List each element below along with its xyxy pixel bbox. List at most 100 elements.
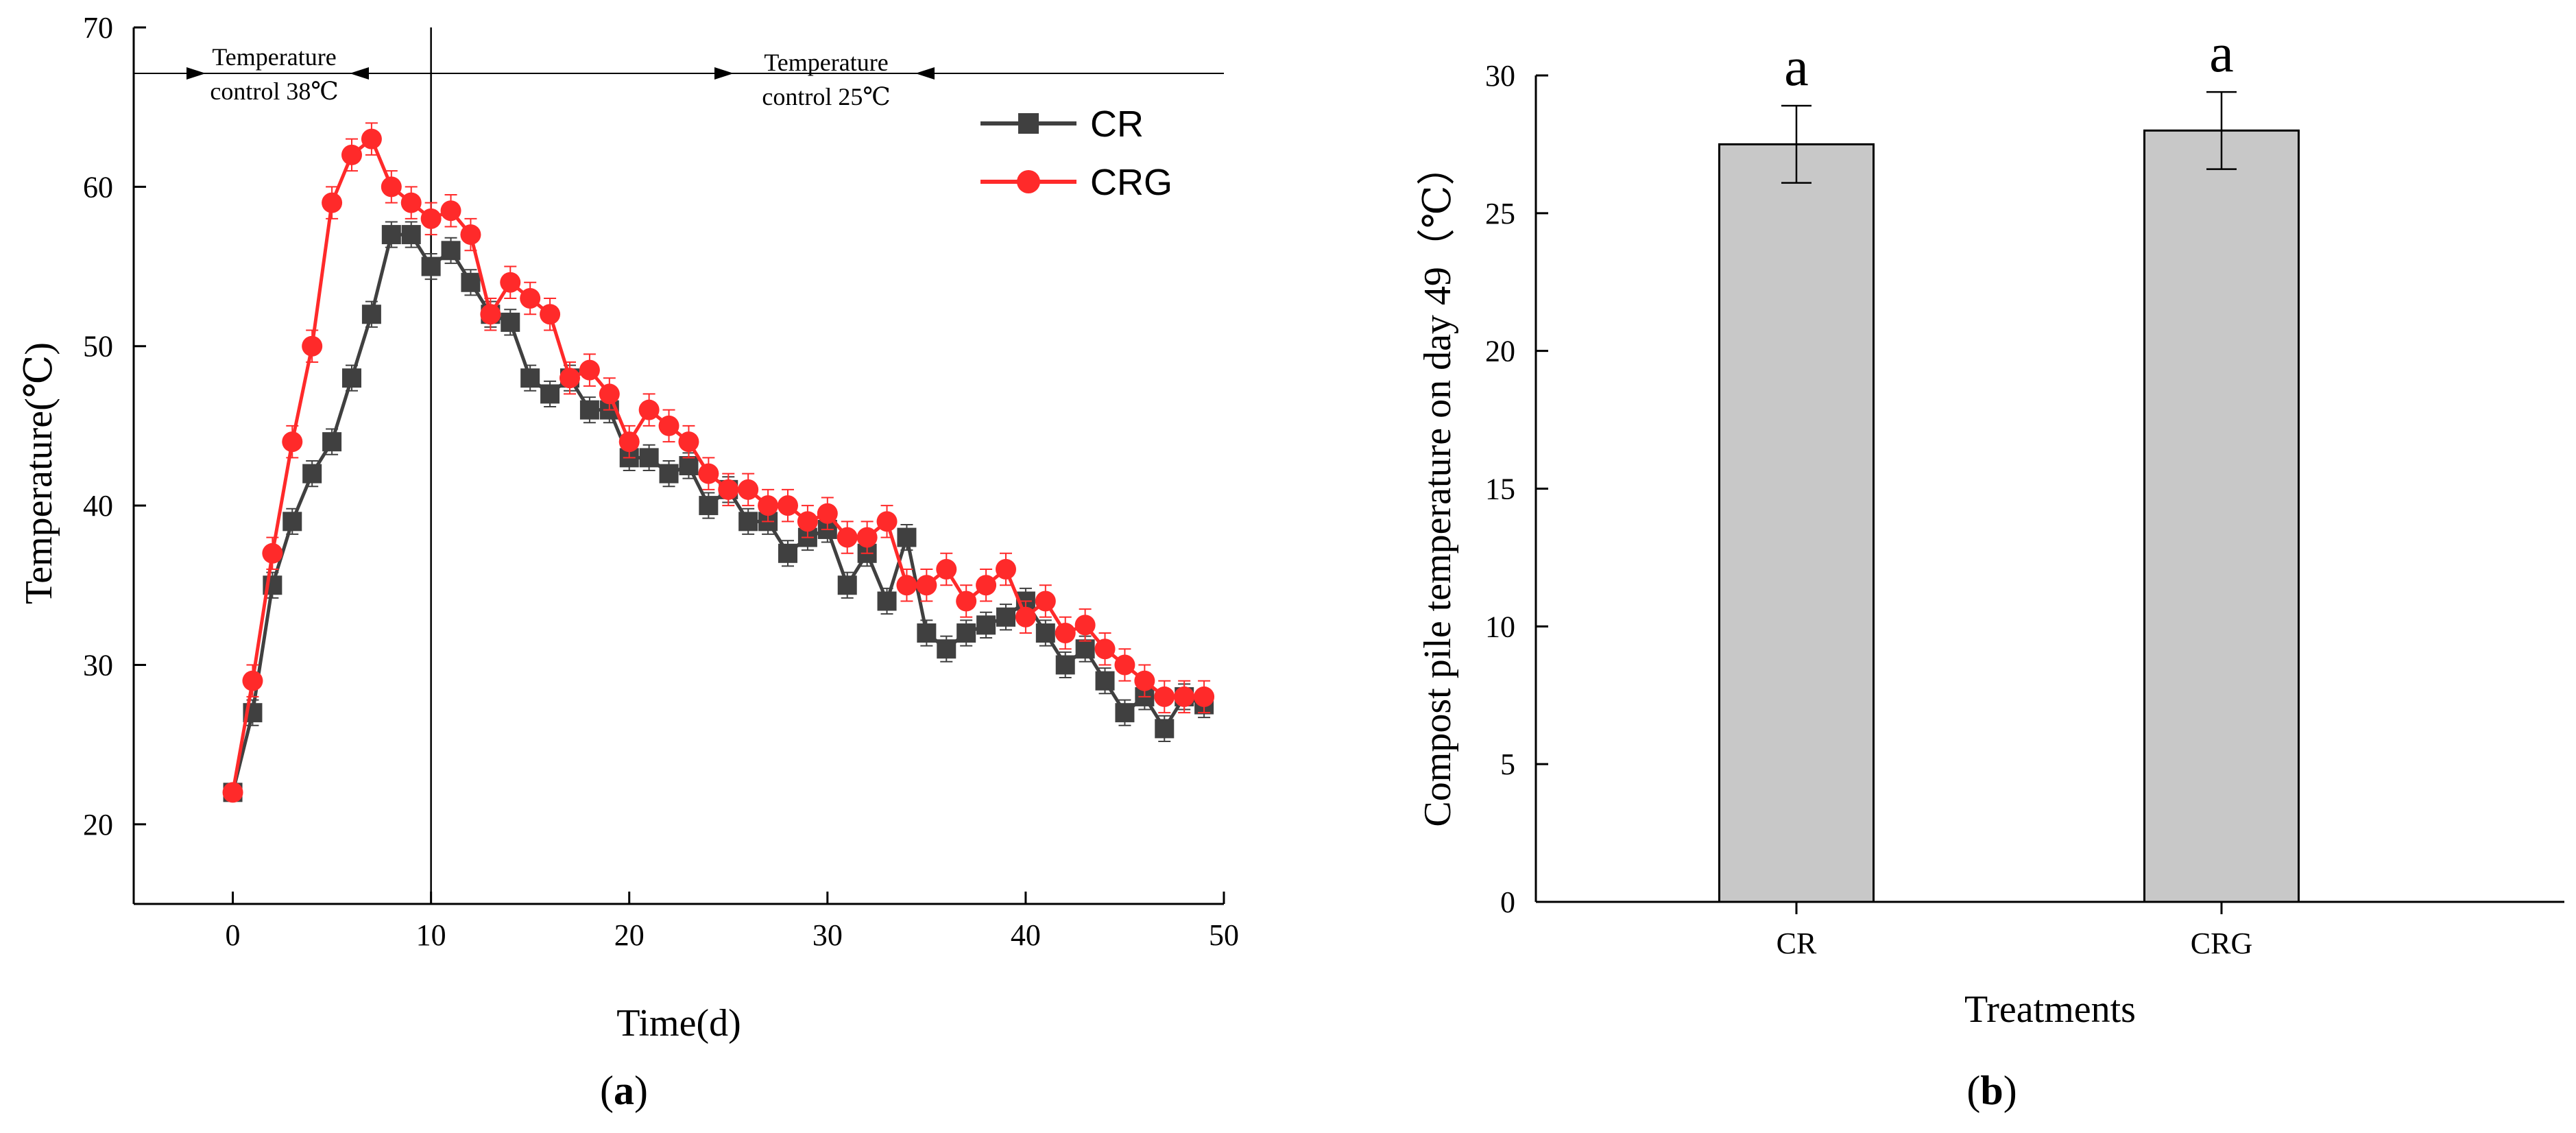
point-cr — [937, 639, 956, 659]
panel-b-label-letter: b — [1980, 1068, 2003, 1113]
point-cr — [1075, 639, 1095, 659]
panel-a-label-open: ( — [600, 1068, 614, 1113]
point-crg — [698, 463, 719, 484]
point-crg — [599, 383, 620, 405]
panel-a-y-tick-label: 40 — [83, 489, 113, 523]
series-crg-line — [231, 136, 1205, 793]
point-crg — [956, 591, 977, 612]
point-cr — [956, 623, 976, 643]
panel-a-y-tick-label: 20 — [83, 808, 113, 842]
panel-b-y-tick-label: 5 — [1500, 748, 1515, 781]
point-crg — [500, 272, 521, 293]
point-crg — [262, 542, 283, 564]
point-cr — [361, 305, 381, 324]
panel-a-label: (a) — [600, 1068, 648, 1113]
point-crg — [540, 304, 561, 325]
point-cr — [520, 368, 540, 388]
point-crg — [222, 782, 243, 803]
point-crg — [797, 511, 818, 532]
point-cr — [837, 575, 857, 595]
point-cr — [1055, 655, 1075, 675]
panel-b-y-tick-label: 20 — [1485, 335, 1515, 368]
panel-b-label: (b) — [1966, 1068, 2017, 1113]
point-cr — [778, 543, 797, 563]
annotation-25-line1: Temperature — [764, 49, 888, 76]
point-crg — [896, 575, 917, 596]
point-cr — [639, 448, 659, 468]
point-crg — [1015, 606, 1036, 628]
point-cr — [1035, 623, 1055, 643]
annotation-38-arrow-right — [186, 67, 206, 80]
point-crg — [400, 192, 422, 213]
point-crg — [618, 431, 640, 453]
panel-a-y-tick-label: 30 — [83, 648, 113, 682]
point-cr — [342, 368, 361, 388]
panel-a-x-tick-label: 30 — [812, 918, 843, 952]
category-label-cr: CR — [1777, 927, 1817, 960]
point-crg — [520, 288, 541, 309]
point-crg — [1035, 591, 1056, 612]
legend-item-cr: CR — [980, 104, 1144, 145]
panel-a-x-tick-label: 50 — [1209, 918, 1239, 952]
panel-b-x-title: Treatments — [1964, 988, 2136, 1031]
panel-b-y-tick-label: 25 — [1485, 197, 1515, 230]
panel-b-label-close: ) — [2003, 1068, 2017, 1113]
panel-b-y-title: Compost pile temperature on day 49（℃） — [1417, 147, 1459, 826]
point-crg — [1074, 615, 1096, 636]
panel-a-y-tick-label: 50 — [83, 330, 113, 363]
point-crg — [836, 527, 858, 548]
legend-cr-marker — [1018, 113, 1039, 134]
panel-a-label-letter: a — [614, 1068, 634, 1113]
significance-letter-cr: a — [1784, 37, 1809, 97]
legend-item-crg: CRG — [980, 162, 1172, 203]
panel-a-line-chart: 0 10 20 30 40 50 20 30 40 50 60 70 Temperature cont… — [18, 11, 1239, 1113]
panel-a-ticks: 0 10 20 30 40 50 20 30 40 50 60 70 — [83, 11, 1239, 952]
panel-a-marks — [134, 27, 1224, 904]
point-crg — [1154, 686, 1175, 707]
annotation-38-line2: control 38℃ — [210, 77, 338, 105]
point-crg — [1134, 670, 1155, 691]
annotation-25-arrow-right — [714, 67, 734, 80]
point-crg — [1055, 622, 1076, 643]
panel-a-y-title: Temperature(℃) — [18, 342, 60, 604]
point-crg — [738, 479, 759, 500]
point-crg — [420, 208, 442, 229]
point-cr — [1115, 703, 1135, 723]
point-cr — [282, 512, 302, 532]
bar-crg — [2143, 129, 2300, 903]
point-cr — [381, 225, 401, 245]
point-crg — [480, 304, 501, 325]
legend-crg-label: CRG — [1090, 162, 1172, 203]
point-crg — [1094, 639, 1116, 660]
point-crg — [381, 176, 402, 198]
panel-a-x-title: Time(d) — [616, 1002, 741, 1045]
point-cr — [1095, 671, 1115, 691]
point-crg — [361, 128, 382, 150]
annotation-38-line1: Temperature — [212, 43, 336, 71]
point-crg — [778, 495, 798, 516]
panel-b-label-open: ( — [1966, 1068, 1980, 1113]
point-cr — [976, 615, 996, 635]
bar-cr — [1718, 143, 1875, 903]
point-crg — [440, 200, 461, 222]
legend-crg-marker — [1017, 170, 1040, 193]
point-cr — [461, 272, 481, 292]
point-cr — [917, 623, 937, 643]
category-label-crg: CRG — [2191, 927, 2252, 960]
point-crg — [638, 399, 660, 420]
point-crg — [341, 144, 362, 165]
significance-letter-crg: a — [2209, 23, 2234, 84]
panel-a-x-tick-label: 10 — [416, 918, 446, 952]
point-crg — [460, 224, 481, 246]
point-crg — [1194, 686, 1215, 707]
panel-b-y-tick-label: 0 — [1500, 885, 1515, 919]
panel-b-ticks: 0 5 10 15 20 25 30 CR CRG — [1485, 59, 2252, 960]
point-cr — [401, 225, 421, 245]
point-crg — [996, 559, 1016, 580]
point-crg — [976, 575, 997, 596]
point-cr — [699, 496, 719, 516]
point-crg — [718, 479, 739, 500]
point-crg — [916, 575, 937, 596]
